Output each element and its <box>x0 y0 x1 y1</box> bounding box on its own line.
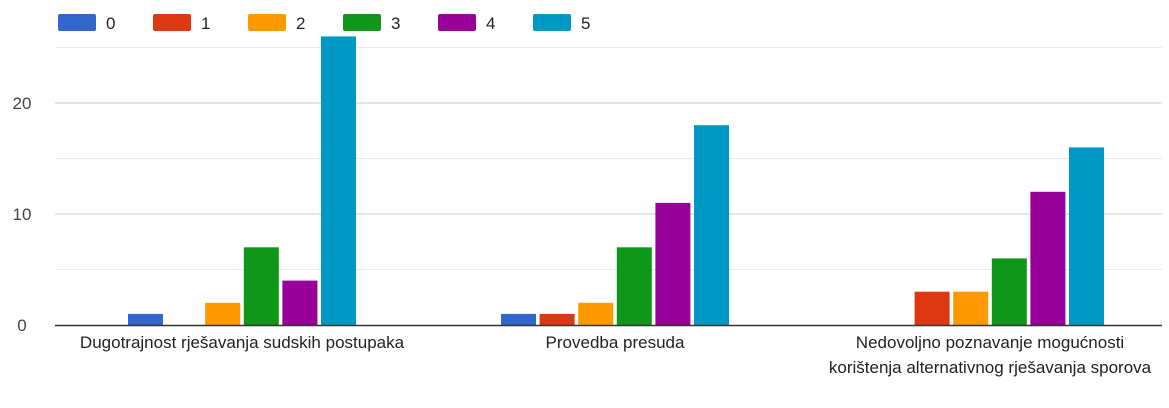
bar-cat2-series-3 <box>616 247 652 325</box>
legend-swatch-3 <box>343 14 381 31</box>
legend-swatch-1 <box>153 14 191 31</box>
legend-swatch-2 <box>248 14 286 31</box>
y-tick-label-20: 20 <box>13 94 32 113</box>
y-axis-ticks: 0 10 20 <box>13 94 32 335</box>
legend-label-1: 1 <box>201 14 210 33</box>
legend-label-3: 3 <box>391 14 400 33</box>
legend-swatch-4 <box>438 14 476 31</box>
bar-cat1-series-3 <box>243 247 279 325</box>
bar-cat2-series-5 <box>694 125 729 325</box>
bar-cat1-series-4 <box>282 280 318 325</box>
bar-cat1-series-0 <box>128 313 163 325</box>
bars <box>128 36 1104 326</box>
gridlines <box>55 47 1162 270</box>
legend-label-0: 0 <box>106 14 115 33</box>
bar-cat3-series-3 <box>991 258 1027 325</box>
y-tick-label-0: 0 <box>17 316 26 335</box>
legend-label-2: 2 <box>296 14 305 33</box>
legend-label-5: 5 <box>581 14 590 33</box>
legend-label-4: 4 <box>486 14 495 33</box>
y-tick-label-10: 10 <box>13 205 32 224</box>
bar-cat2-series-1 <box>539 313 575 325</box>
legend-swatch-5 <box>533 14 571 31</box>
category-label-2: Provedba presuda <box>545 333 685 352</box>
bar-cat3-series-4 <box>1030 191 1066 325</box>
bar-cat3-series-1 <box>914 291 950 325</box>
bar-cat1-series-5 <box>321 36 356 326</box>
bar-cat3-series-5 <box>1069 147 1104 325</box>
category-label-3: Nedovoljno poznavanje mogućnosti korište… <box>828 333 1152 377</box>
bar-cat2-series-2 <box>578 302 614 325</box>
bar-cat1-series-2 <box>205 302 241 325</box>
legend-swatch-0 <box>58 14 96 31</box>
bar-cat2-series-0 <box>501 313 536 325</box>
legend: 0 1 2 3 4 5 <box>58 14 590 33</box>
bar-cat2-series-4 <box>655 202 691 325</box>
category-label-1: Dugotrajnost rješavanja sudskih postupak… <box>79 333 405 352</box>
bar-cat3-series-2 <box>953 291 989 325</box>
